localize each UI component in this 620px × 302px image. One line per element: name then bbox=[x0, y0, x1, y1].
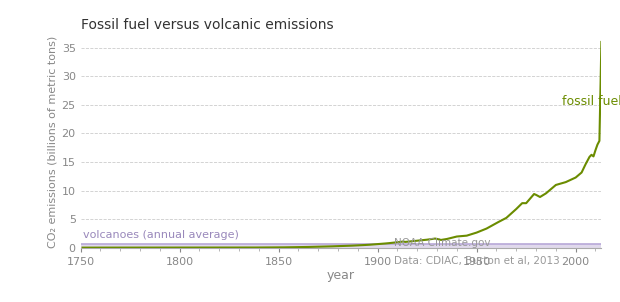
X-axis label: year: year bbox=[327, 269, 355, 282]
Text: fossil fuels: fossil fuels bbox=[562, 95, 620, 108]
Y-axis label: CO₂ emissions (billions of metric tons): CO₂ emissions (billions of metric tons) bbox=[48, 36, 58, 248]
Text: Fossil fuel versus volcanic emissions: Fossil fuel versus volcanic emissions bbox=[81, 18, 333, 32]
Text: volcanoes (annual average): volcanoes (annual average) bbox=[82, 230, 239, 240]
Text: NOAA Climate.gov: NOAA Climate.gov bbox=[394, 238, 490, 248]
Text: Data: CDIAC, Burton et al, 2013: Data: CDIAC, Burton et al, 2013 bbox=[394, 256, 559, 266]
